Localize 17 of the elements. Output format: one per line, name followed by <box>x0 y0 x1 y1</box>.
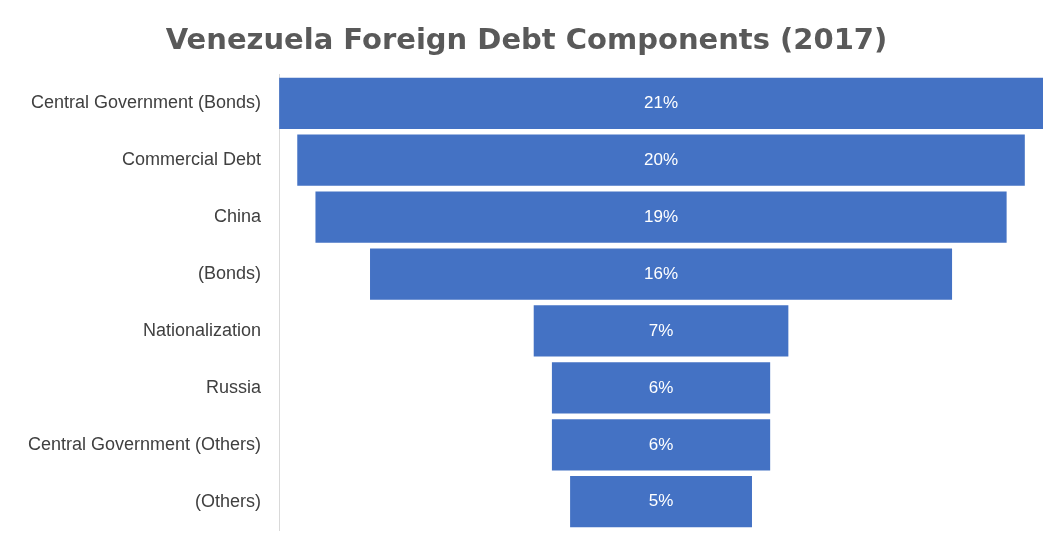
data-label: 6% <box>648 377 674 397</box>
category-label: Russia <box>206 376 263 397</box>
category-label: (Bonds) <box>198 263 262 284</box>
category-label: Central Government (Others) <box>28 433 262 454</box>
category-label: Central Government (Bonds) <box>30 92 262 113</box>
data-label: 7% <box>648 320 674 340</box>
category-label: Commercial Debt <box>122 149 262 170</box>
category-label: (Others) <box>195 490 262 511</box>
data-label: 5% <box>648 491 674 511</box>
data-label: 19% <box>644 206 679 226</box>
text: Venezuela Foreign Debt Components (2017) <box>165 21 888 56</box>
data-label: 20% <box>644 149 679 169</box>
category-label: Nationalization <box>143 319 262 340</box>
data-label: 21% <box>644 92 679 112</box>
data-label: 16% <box>644 263 679 283</box>
data-label: 6% <box>648 434 674 454</box>
category-label: China <box>214 206 263 227</box>
